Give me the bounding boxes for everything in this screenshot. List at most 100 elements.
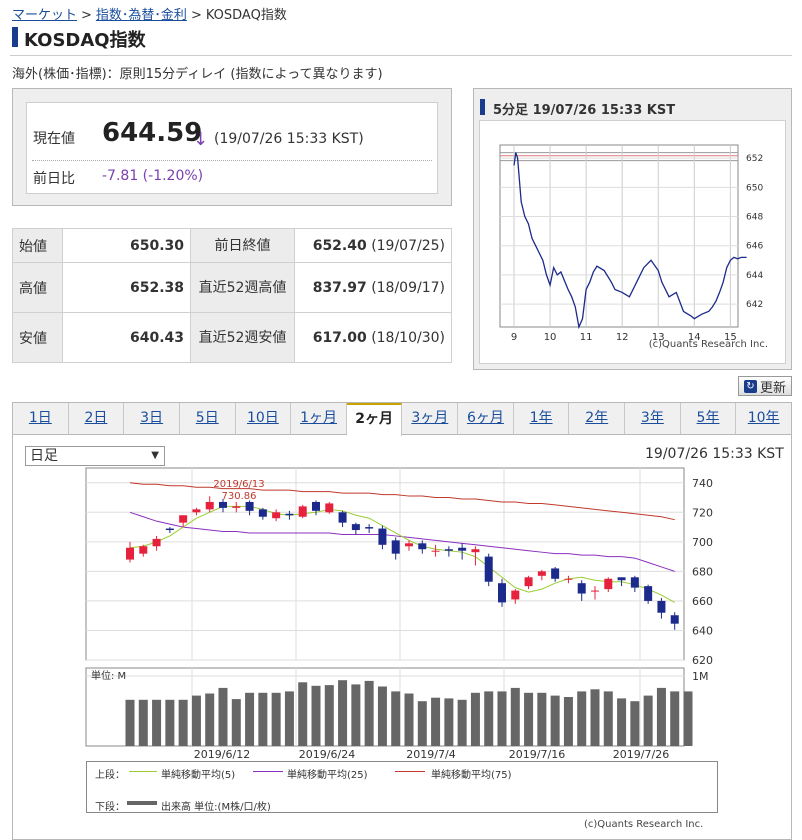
candle-body xyxy=(139,546,148,554)
high-value: 652.38 xyxy=(62,262,191,313)
intraday-y-tick: 646 xyxy=(746,242,763,252)
volume-bar xyxy=(298,682,308,746)
candle-body xyxy=(405,543,413,547)
candle-body xyxy=(644,586,653,601)
candle-body xyxy=(152,538,161,547)
candle-body xyxy=(444,549,453,551)
candle-body xyxy=(245,501,254,511)
tab-period[interactable]: 1日 xyxy=(13,403,69,434)
volume-bar xyxy=(524,692,534,746)
refresh-button[interactable]: ↻ 更新 xyxy=(738,376,792,396)
tab-period[interactable]: 10日 xyxy=(236,403,292,434)
tab-period[interactable]: 3日 xyxy=(124,403,180,434)
intraday-accent-bar xyxy=(480,99,485,115)
candle-body xyxy=(378,528,387,545)
legend-upper-label: 上段： xyxy=(95,770,125,781)
tab-period[interactable]: 5日 xyxy=(180,403,236,434)
candle-body xyxy=(617,577,626,581)
price-y-tick: 680 xyxy=(692,565,713,578)
low52-cell: 617.00 (18/10/30) xyxy=(294,312,452,363)
intraday-y-tick: 644 xyxy=(746,271,763,281)
candle-body xyxy=(165,528,174,531)
title-accent-bar xyxy=(12,27,18,47)
tab-period[interactable]: 5年 xyxy=(681,403,737,434)
date-x-tick: 2019/7/16 xyxy=(509,748,565,761)
tab-period[interactable]: 6ヶ月 xyxy=(458,403,514,434)
volume-bar xyxy=(417,701,427,746)
refresh-label: 更新 xyxy=(759,380,786,396)
chevron-down-icon: ▼ xyxy=(151,450,159,461)
volume-bar xyxy=(537,692,547,746)
candle-body xyxy=(458,547,467,551)
candle-body xyxy=(670,615,679,624)
volume-bar xyxy=(391,691,401,746)
tab-period[interactable]: 2日 xyxy=(69,403,125,434)
volume-bar xyxy=(218,687,228,746)
tab-period[interactable]: 3年 xyxy=(625,403,681,434)
candle-body xyxy=(325,503,334,513)
breadcrumb: マーケット > 指数･為替･金利 > KOSDAQ指数 xyxy=(12,4,287,23)
volume-bar xyxy=(577,691,587,746)
volume-bar xyxy=(590,689,600,746)
change-value: -7.81 (-1.20%) xyxy=(102,168,204,184)
candle-body xyxy=(591,590,599,592)
prev-close-value: 652.40 xyxy=(312,237,367,254)
legend-ma25: 単純移動平均(25) xyxy=(287,770,368,781)
tab-period[interactable]: 2ヶ月 xyxy=(346,403,403,436)
price-y-tick: 720 xyxy=(692,506,713,519)
candle-body xyxy=(431,550,440,552)
chart-legend: 上段： 単純移動平均(5) 単純移動平均(25) 単純移動平均(75) 下段： … xyxy=(86,761,718,813)
breadcrumb-index[interactable]: 指数･為替･金利 xyxy=(95,8,187,23)
candle-body xyxy=(272,512,281,519)
volume-bar xyxy=(125,699,135,746)
period-select[interactable]: 日足 ▼ xyxy=(25,446,165,466)
tab-period[interactable]: 1年 xyxy=(514,403,570,434)
tab-period[interactable]: 10年 xyxy=(747,410,780,426)
intraday-x-tick: 10 xyxy=(544,332,557,343)
prev-close-cell: 652.40 (19/07/25) xyxy=(294,228,452,263)
intraday-y-tick: 650 xyxy=(746,183,763,193)
table-row: 安値 640.43 直近52週安値 617.00 (18/10/30) xyxy=(12,312,452,363)
ma75-line xyxy=(129,482,675,521)
volume-bar xyxy=(630,701,640,746)
candle-body xyxy=(511,590,520,600)
volume-bar xyxy=(364,680,374,746)
legend-ma75-swatch xyxy=(395,771,425,772)
intraday-credit: (c)Quants Research Inc. xyxy=(649,339,768,350)
candle-body xyxy=(205,501,214,510)
tab-period[interactable]: 2年 xyxy=(569,403,626,434)
volume-bar xyxy=(191,695,201,746)
volume-bar xyxy=(431,697,441,746)
open-value: 650.30 xyxy=(62,228,191,263)
candle-body xyxy=(258,509,267,517)
period-tabs: 1日 2日 3日 5日 10日 1ヶ月 2ヶ月 3ヶ月 6ヶ月 1年 2年 3年 5年 10年 xyxy=(13,403,791,436)
table-row: 高値 652.38 直近52週高値 837.97 (18/09/17) xyxy=(12,262,452,313)
intraday-y-tick: 648 xyxy=(746,213,763,223)
tab-period[interactable]: 3ヶ月 xyxy=(402,403,459,434)
date-x-tick: 2019/7/4 xyxy=(406,748,455,761)
down-arrow-icon: ↓ xyxy=(193,129,209,150)
intraday-y-tick: 642 xyxy=(746,300,763,310)
date-x-tick: 2019/6/12 xyxy=(194,748,250,761)
low-label: 安値 xyxy=(12,312,63,363)
current-price-label: 現在値 xyxy=(33,131,75,147)
breadcrumb-separator: > xyxy=(190,8,202,23)
candle-body xyxy=(604,578,613,590)
open-label: 始値 xyxy=(12,228,63,263)
delay-note: 海外(株価･指標)：原則15分ディレイ (指数によって異なります) xyxy=(12,67,383,82)
candle-body xyxy=(312,501,320,511)
breadcrumb-market[interactable]: マーケット xyxy=(12,8,78,23)
page-title: KOSDAQ指数 xyxy=(24,30,146,51)
volume-bar xyxy=(338,680,348,746)
candle-body xyxy=(365,527,374,529)
candle-body xyxy=(537,571,546,576)
breadcrumb-separator: > xyxy=(81,8,92,23)
legend-volume: 出来高 単位:(M株/口/枚) xyxy=(161,802,271,813)
volume-bar xyxy=(271,692,281,746)
tab-period[interactable]: 1ヶ月 xyxy=(291,403,347,434)
chart-timestamp: 19/07/26 15:33 KST xyxy=(645,446,784,462)
volume-bar xyxy=(550,695,560,746)
low52-value: 617.00 xyxy=(312,329,367,346)
change-label: 前日比 xyxy=(33,171,75,187)
